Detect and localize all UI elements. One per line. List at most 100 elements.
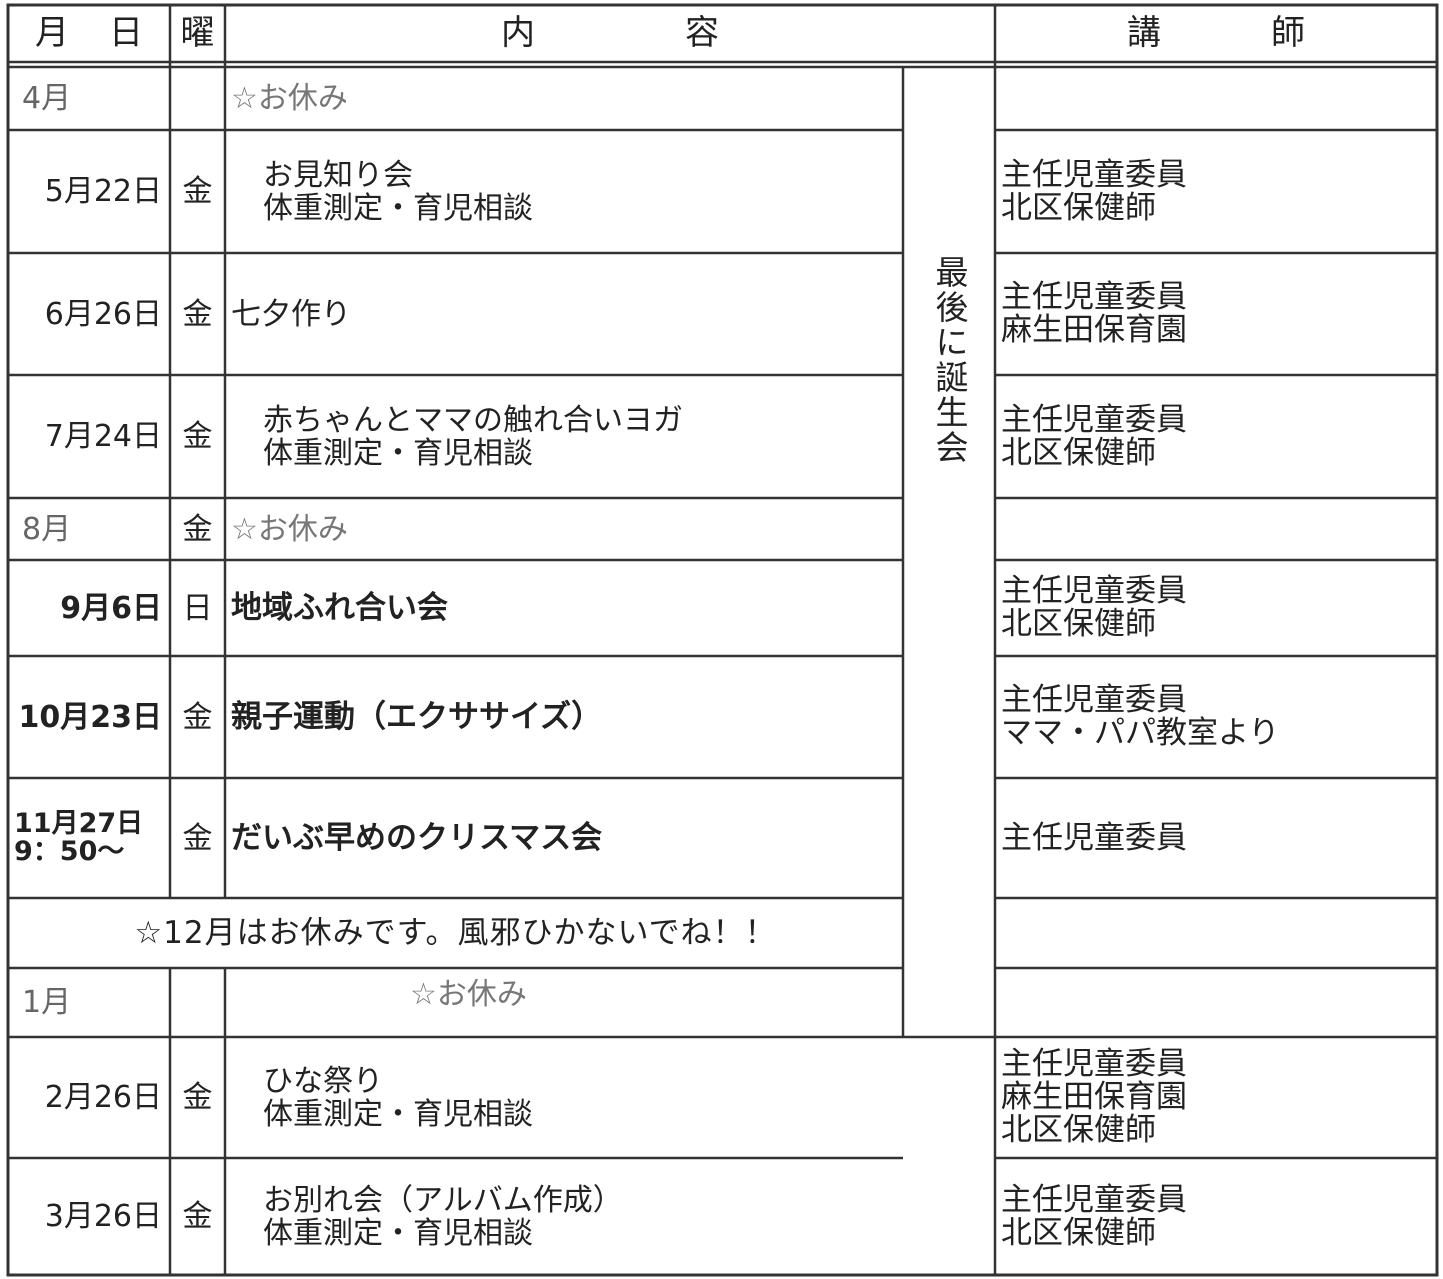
teacher-cell: 主任児童委員 北区保健師: [995, 130, 1437, 253]
teacher-text: 北区保健師: [1001, 1112, 1156, 1148]
teacher-text: 主任児童委員: [1001, 156, 1187, 193]
date-text: 6月26日: [44, 296, 162, 332]
content-cell: 七夕作り: [225, 253, 903, 375]
content-cell: 赤ちゃんとママの触れ合いヨガ 体重測定・育児相談: [225, 375, 903, 498]
content-cell: だいぶ早めのクリスマス会: [225, 778, 903, 898]
content-text: だいぶ早めのクリスマス会: [231, 819, 603, 856]
teacher-text: 主任児童委員: [1001, 401, 1187, 438]
content-text: 体重測定・育児相談: [263, 435, 533, 471]
date-cell: 7月24日: [8, 375, 170, 498]
date-cell: 2月26日: [8, 1037, 170, 1158]
teacher-cell: 主任児童委員 麻生田保育園: [995, 253, 1437, 375]
teacher-text: 麻生田保育園: [1001, 1079, 1187, 1115]
content-text: 赤ちゃんとママの触れ合いヨガ: [263, 402, 683, 438]
weekday-cell: 金: [170, 498, 225, 560]
weekday-cell: 金: [170, 130, 225, 253]
teacher-text: 麻生田保育園: [1001, 312, 1187, 348]
teacher-text: ママ・パパ教室より: [1001, 715, 1280, 751]
teacher-text: 主任児童委員: [1001, 819, 1187, 856]
teacher-text: 北区保健師: [1001, 606, 1156, 642]
date-cell: 9月6日: [8, 560, 170, 656]
weekday-text: 日: [182, 590, 213, 626]
weekday-cell: 金: [170, 778, 225, 898]
weekday-cell: 金: [170, 656, 225, 778]
content-text: 体重測定・育児相談: [263, 1096, 533, 1132]
content-text: 親子運動（エクササイズ）: [231, 698, 603, 735]
content-cell: ☆お休み: [225, 968, 903, 1037]
weekday-text: 金: [182, 174, 213, 209]
teacher-cell: 主任児童委員 北区保健師: [995, 560, 1437, 656]
date-cell: 6月26日: [8, 253, 170, 375]
teacher-text: 主任児童委員: [1001, 1046, 1187, 1082]
content-cell: 親子運動（エクササイズ）: [225, 656, 903, 778]
header-date: 月日: [8, 5, 170, 62]
table-border: [6, 3, 1439, 1277]
content-cell: お別れ会（アルバム作成） 体重測定・育児相談: [225, 1158, 903, 1275]
date-cell: 3月26日: [8, 1158, 170, 1275]
date-text: 3月26日: [44, 1199, 162, 1234]
teacher-text: 北区保健師: [1001, 1214, 1156, 1251]
weekday-text: 金: [182, 419, 213, 454]
date-text: 2月26日: [44, 1080, 162, 1115]
date-text: 7月24日: [44, 419, 162, 454]
date-text: 4月: [22, 81, 72, 116]
weekday-cell: 金: [170, 1158, 225, 1275]
header-text: 月日: [35, 13, 183, 53]
date-cell: 10月23日: [8, 656, 170, 778]
content-text: ☆お休み: [231, 511, 348, 547]
content-text: ☆お休み: [231, 81, 348, 116]
weekday-cell: 金: [170, 1037, 225, 1158]
date-text: 8月: [22, 511, 72, 547]
weekday-text: 金: [182, 511, 213, 547]
teacher-cell: 主任児童委員: [995, 778, 1437, 898]
teacher-text: 主任児童委員: [1001, 573, 1187, 609]
header-teacher: 講師: [995, 5, 1437, 62]
teacher-cell: 主任児童委員 北区保健師: [995, 1158, 1437, 1275]
teacher-cell: 主任児童委員 ママ・パパ教室より: [995, 656, 1437, 778]
content-text: ☆お休み: [410, 977, 527, 1012]
content-cell: 地域ふれ合い会: [225, 560, 903, 656]
header-text: 講師: [1127, 13, 1415, 53]
date-text: 5月22日: [44, 174, 162, 209]
date-cell: 4月: [8, 67, 170, 130]
header-text: 内容: [501, 13, 869, 53]
weekday-text: 金: [182, 699, 213, 735]
content-text: ひな祭り: [263, 1063, 383, 1099]
date-cell: 5月22日: [8, 130, 170, 253]
content-cell: ☆お休み: [225, 498, 903, 560]
teacher-text: 北区保健師: [1001, 434, 1156, 471]
content-text: 地域ふれ合い会: [231, 589, 448, 626]
weekday-text: 金: [182, 1199, 213, 1234]
date-cell: 11月27日 9：50～: [8, 778, 170, 898]
side-note-text: 最後に誕生会: [930, 255, 969, 465]
date-text: 1月: [22, 985, 72, 1020]
content-text: 体重測定・育児相談: [263, 190, 533, 226]
date-text: 9：50～: [14, 836, 125, 867]
weekday-cell: 金: [170, 253, 225, 375]
date-text: 11月27日: [14, 808, 144, 839]
teacher-text: 主任児童委員: [1001, 682, 1187, 718]
weekday-text: 金: [182, 820, 213, 856]
notice-cell: ☆12月はお休みです。風邪ひかないでね！！: [8, 898, 903, 968]
weekday-text: 金: [182, 1080, 213, 1115]
content-cell: お見知り会 体重測定・育児相談: [225, 130, 903, 253]
date-cell: 8月: [8, 498, 170, 560]
teacher-text: 北区保健師: [1001, 189, 1156, 226]
content-text: 体重測定・育児相談: [263, 1215, 533, 1251]
teacher-text: 主任児童委員: [1001, 1181, 1187, 1218]
date-text: 9月6日: [60, 590, 162, 626]
teacher-cell: 主任児童委員 麻生田保育園 北区保健師: [995, 1037, 1437, 1158]
teacher-cell: 主任児童委員 北区保健師: [995, 375, 1437, 498]
weekday-cell: 金: [170, 375, 225, 498]
date-text: 10月23日: [18, 699, 163, 735]
content-cell: ☆お休み: [225, 67, 903, 130]
content-text: お別れ会（アルバム作成）: [263, 1182, 623, 1218]
side-note: 最後に誕生会: [903, 67, 995, 1037]
content-text: 七夕作り: [231, 296, 351, 332]
content-text: お見知り会: [263, 157, 413, 193]
header-text: 曜: [180, 13, 215, 53]
date-cell: 1月: [8, 968, 170, 1037]
header-content: 内容: [225, 5, 995, 62]
